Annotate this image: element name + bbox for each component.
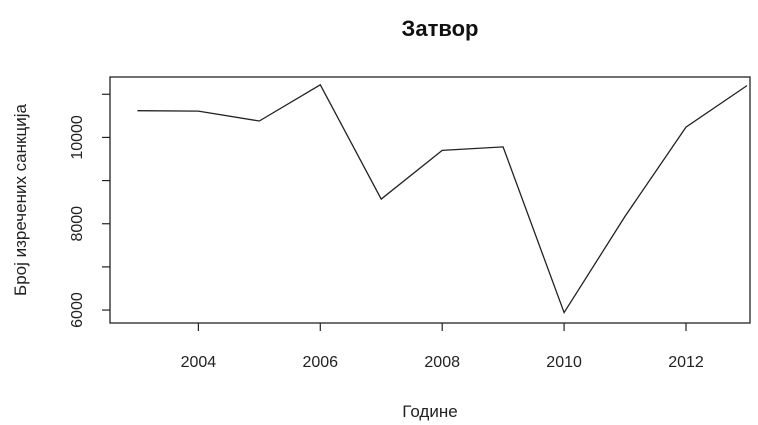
x-axis-label: Године (402, 402, 457, 421)
series-layer (137, 83, 748, 315)
y-tick-label: 6000 (69, 292, 86, 328)
x-axis: 2004 2006 2008 2010 2012 (181, 323, 704, 371)
y-axis-label: Број изречених санкција (11, 104, 30, 296)
x-tick-label: 2008 (424, 354, 460, 371)
x-tick-label: 2012 (668, 354, 704, 371)
series-line (137, 83, 748, 315)
x-tick-label: 2006 (302, 354, 338, 371)
plot-frame (109, 76, 751, 324)
y-axis: 6000 8000 10000 (69, 93, 110, 328)
chart-title: Затвор (402, 16, 479, 41)
x-tick-label: 2004 (181, 354, 217, 371)
y-tick-label: 8000 (69, 206, 86, 242)
y-tick-label: 10000 (69, 115, 86, 160)
x-tick-label: 2010 (546, 354, 582, 371)
